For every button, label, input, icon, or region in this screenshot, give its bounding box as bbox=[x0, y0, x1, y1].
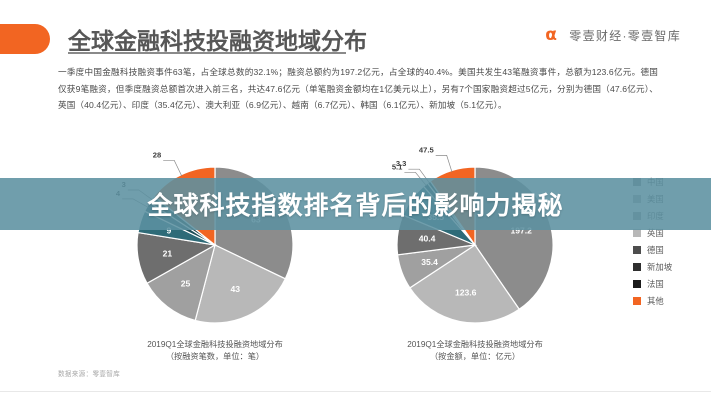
pie-leader-line bbox=[435, 155, 453, 173]
legend-item: 新加坡 bbox=[633, 258, 695, 275]
legend-swatch-icon bbox=[633, 279, 641, 288]
title-underline bbox=[68, 52, 346, 54]
pie-slice-label: 28 bbox=[153, 150, 161, 159]
pie-chart-deals-count-svg: 6343252194328 bbox=[116, 150, 294, 324]
brand-logo: α 零壹财经·零壹智库 bbox=[545, 27, 681, 44]
legend-item: 德国 bbox=[633, 241, 695, 258]
pie-caption-amount: 2019Q1全球金融科技投融资地域分布 （按金额，单位：亿元） bbox=[355, 339, 595, 362]
pie-caption-count-subtitle: （按融资笔数，单位：笔） bbox=[165, 351, 265, 361]
legend-item-label: 新加坡 bbox=[647, 261, 673, 272]
pie-caption-count: 2019Q1全球金融科技投融资地域分布 （按融资笔数，单位：笔） bbox=[95, 339, 335, 362]
footer-divider bbox=[0, 391, 711, 392]
pie-slice-label: 43 bbox=[231, 284, 241, 294]
pie-slice bbox=[409, 244, 521, 324]
legend-swatch-icon bbox=[633, 262, 641, 271]
charts-container: 6343252194328 2019Q1全球金融科技投融资地域分布 （按融资笔数… bbox=[0, 140, 711, 370]
page-title: 全球金融科技投融资地域分布 bbox=[68, 28, 367, 54]
legend-item-label: 法国 bbox=[647, 278, 664, 289]
pie-slice-label: 9 bbox=[167, 226, 172, 236]
summary-paragraph: 一季度中国金融科技融资事件63笔，占全球总数的32.1%；融资总额约为197.2… bbox=[58, 67, 658, 110]
pie-slice-label: 35.4 bbox=[421, 257, 438, 267]
pie-caption-amount-subtitle: （按金额，单位：亿元） bbox=[429, 351, 521, 361]
pie-slice bbox=[146, 243, 216, 322]
pie-caption-count-title: 2019Q1全球金融科技投融资地域分布 bbox=[147, 340, 283, 349]
alpha-logo-icon: α bbox=[545, 25, 557, 45]
legend-swatch-icon bbox=[633, 228, 641, 237]
pie-slice-label: 21 bbox=[163, 249, 173, 259]
overlay-banner: 全球科技指数排名背后的影响力揭秘 bbox=[0, 178, 711, 230]
pie-caption-amount-title: 2019Q1全球金融科技投融资地域分布 bbox=[407, 340, 543, 349]
pie-slice-label: 40.4 bbox=[419, 234, 436, 244]
legend-swatch-icon bbox=[633, 296, 641, 305]
pie-slice bbox=[194, 244, 287, 324]
legend-item-label: 其他 bbox=[647, 295, 664, 306]
header-accent-pill bbox=[0, 24, 50, 54]
page-header: 全球金融科技投融资地域分布 α 零壹财经·零壹智库 bbox=[0, 0, 711, 62]
legend-item: 英国 bbox=[633, 224, 695, 241]
pie-leader-line bbox=[163, 159, 183, 177]
legend-item: 其他 bbox=[633, 292, 695, 309]
source-note: 数据来源：零壹智库 bbox=[58, 371, 121, 378]
legend-item: 法国 bbox=[633, 275, 695, 292]
pie-slice-label: 3.3 bbox=[396, 159, 407, 168]
pie-slice-label: 197.2 bbox=[510, 226, 532, 236]
pie-slice-label: 123.6 bbox=[455, 288, 477, 298]
brand-name: 零壹财经·零壹智库 bbox=[569, 29, 681, 43]
legend-swatch-icon bbox=[633, 245, 641, 254]
pie-slice-label: 25 bbox=[181, 278, 191, 288]
legend-item-label: 德国 bbox=[647, 244, 664, 255]
pie-slice-label: 5.1 bbox=[392, 162, 403, 171]
legend-item-label: 英国 bbox=[647, 227, 664, 238]
pie-slice-label: 47.5 bbox=[419, 145, 435, 154]
overlay-headline: 全球科技指数排名背后的影响力揭秘 bbox=[147, 192, 564, 220]
